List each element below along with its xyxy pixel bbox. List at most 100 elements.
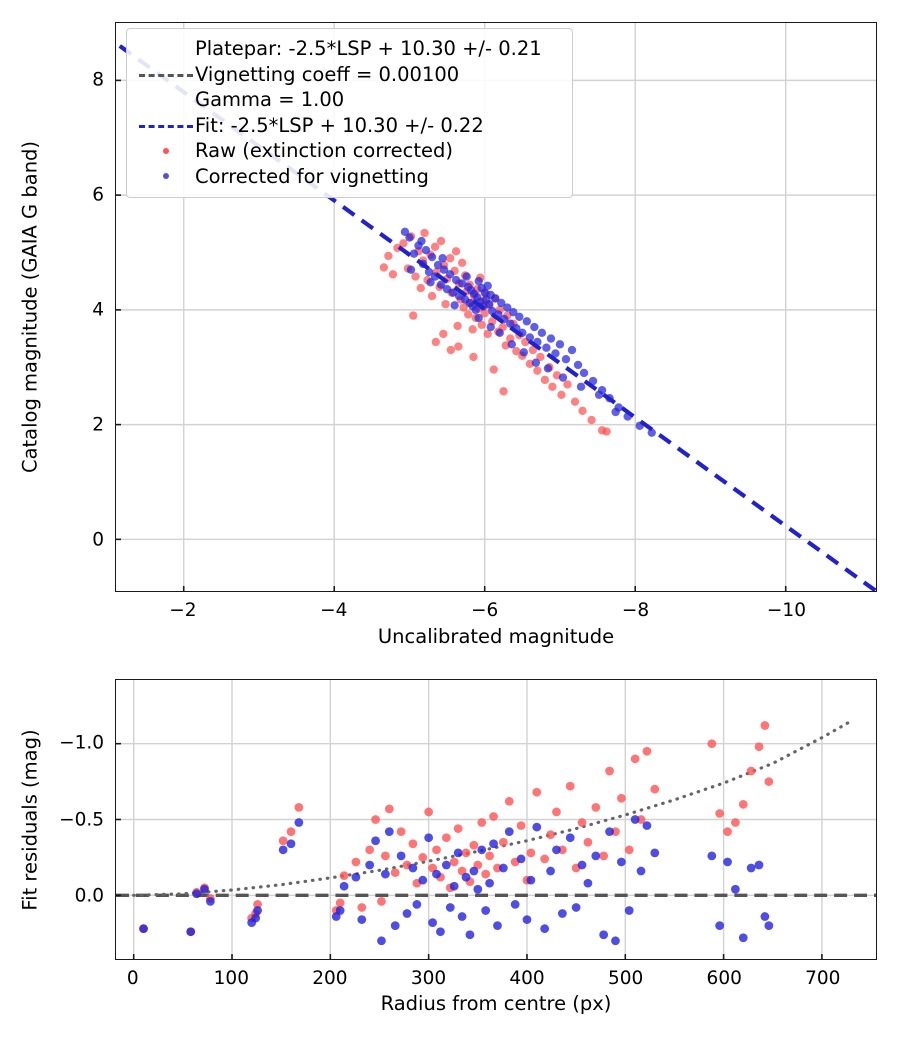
data-point (594, 390, 604, 399)
x-tick-label: −8 (621, 600, 650, 621)
x-tick-label: −10 (766, 600, 806, 621)
data-point (571, 903, 581, 912)
data-point (390, 868, 400, 877)
data-point (421, 246, 431, 255)
data-point (420, 228, 429, 238)
data-point (357, 915, 367, 924)
data-point (436, 280, 446, 289)
data-point (746, 863, 756, 873)
y-tick-label: −0.5 (59, 809, 104, 830)
x-tick-label: 500 (607, 968, 644, 989)
data-point (365, 845, 375, 855)
data-point (251, 913, 261, 923)
data-point (459, 303, 468, 312)
data-point (406, 265, 416, 274)
residuals-plot-axes (115, 679, 877, 960)
data-point (489, 365, 498, 374)
data-point (339, 871, 349, 880)
data-point (424, 807, 434, 817)
data-point (764, 921, 774, 931)
data-point (253, 906, 262, 915)
legend-entry-fit: Fit: -2.5*LSP + 10.30 +/- 0.22 (137, 113, 562, 139)
data-point (446, 345, 456, 355)
data-point (565, 781, 575, 791)
data-point (441, 860, 451, 870)
data-point (537, 328, 547, 338)
data-point (516, 854, 526, 864)
data-point (400, 227, 410, 237)
data-point (483, 329, 492, 339)
data-point (760, 912, 770, 921)
data-point (471, 305, 480, 315)
data-point (611, 936, 620, 946)
data-point (642, 746, 652, 756)
data-point (473, 884, 483, 894)
data-point (515, 312, 524, 321)
data-point (504, 796, 514, 806)
data-point (365, 860, 375, 870)
blue-dot-icon (163, 173, 169, 179)
data-point (477, 845, 487, 855)
data-point (577, 818, 587, 827)
data-point (432, 869, 441, 879)
gray-dashed-line-icon (139, 74, 193, 77)
data-point (445, 254, 455, 263)
data-point (453, 848, 463, 858)
data-point (493, 921, 502, 931)
data-point (409, 311, 418, 320)
data-point (526, 848, 536, 858)
data-point (647, 428, 656, 437)
data-point (489, 839, 498, 849)
data-point (457, 912, 467, 921)
data-point (480, 309, 489, 318)
data-point (335, 898, 345, 908)
y-tick-label: 2 (92, 414, 104, 436)
data-point (418, 853, 428, 862)
data-point (402, 909, 412, 918)
data-point (579, 368, 589, 378)
data-point (381, 869, 390, 879)
data-point (591, 802, 601, 812)
data-point (591, 851, 601, 861)
data-point (532, 787, 542, 797)
data-point (491, 294, 500, 303)
legend-sample-platepar-line (137, 62, 195, 87)
data-point (485, 299, 494, 309)
data-point (477, 818, 487, 827)
data-point (294, 818, 304, 827)
data-point (454, 342, 463, 351)
calibration-x-axis-label: Uncalibrated magnitude (377, 625, 615, 648)
data-point (605, 766, 614, 776)
data-point (583, 878, 593, 888)
data-point (428, 918, 437, 927)
data-point (351, 872, 361, 882)
y-tick-label: 0 (92, 529, 104, 551)
data-point (449, 881, 459, 891)
data-point (205, 897, 215, 906)
data-point (379, 263, 389, 272)
legend-entry-raw: Raw (extinction corrected) (137, 138, 562, 164)
x-tick-label: −2 (169, 600, 197, 621)
data-point (481, 869, 491, 879)
data-point (192, 889, 202, 899)
y-tick-label: 6 (92, 184, 104, 206)
data-point (351, 857, 361, 867)
data-point (605, 827, 614, 837)
y-tick-label: −1.0 (59, 732, 104, 754)
data-point (526, 875, 536, 885)
data-point (499, 387, 508, 396)
data-point (546, 866, 555, 876)
data-point (399, 239, 408, 248)
legend-label-fit: Fit: -2.5*LSP + 10.30 +/- 0.22 (195, 113, 484, 137)
x-tick-label: 200 (312, 968, 348, 989)
data-point (506, 319, 515, 328)
data-point (278, 836, 288, 846)
data-point (139, 924, 148, 934)
y-tick-label: 8 (92, 69, 104, 91)
data-point (760, 721, 770, 730)
data-point (587, 415, 596, 425)
data-point (540, 924, 550, 934)
data-point (616, 857, 626, 867)
data-point (462, 272, 471, 281)
